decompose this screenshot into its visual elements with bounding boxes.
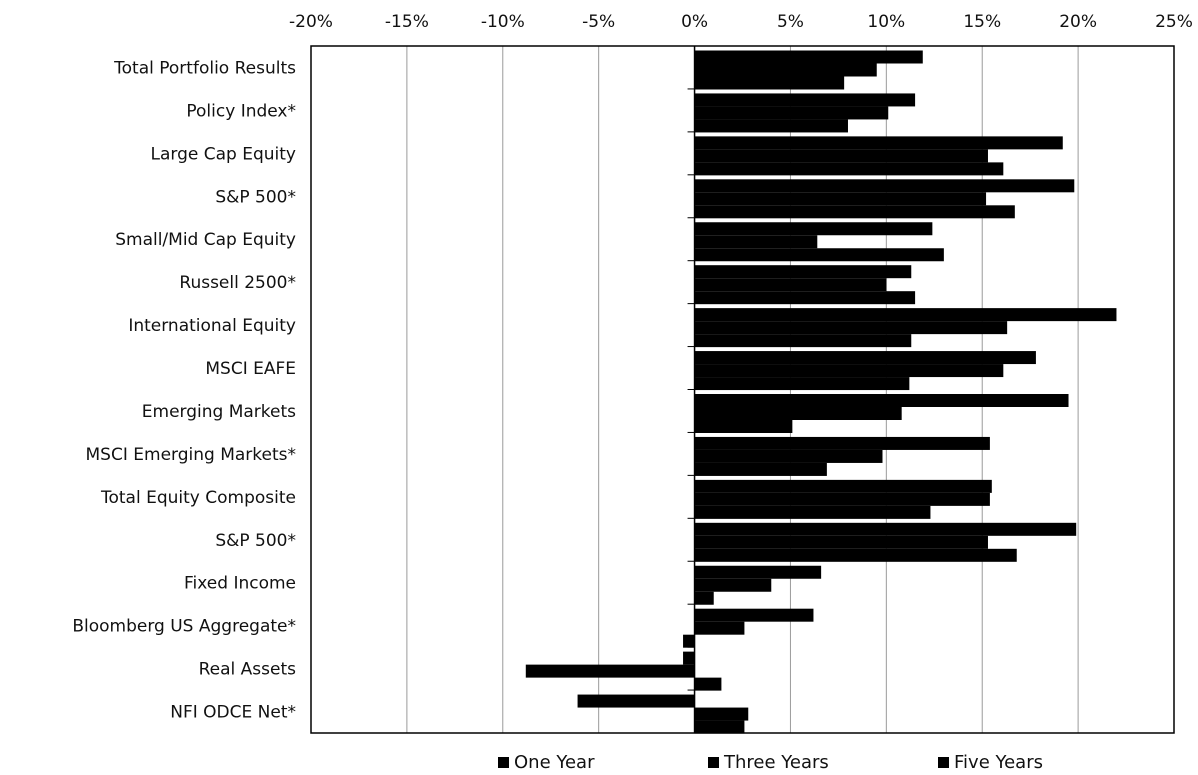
- category-label: Russell 2500*: [179, 273, 296, 293]
- legend: One Year Three Years Five Years: [498, 752, 1043, 773]
- legend-swatch: [708, 757, 719, 768]
- bar-three-years: [694, 364, 1004, 378]
- bar-one-year: [694, 565, 822, 579]
- legend-label: Five Years: [954, 752, 1043, 773]
- bar-one-year: [694, 351, 1036, 365]
- bar-one-year: [683, 651, 695, 665]
- x-tick-label: 25%: [1155, 12, 1193, 32]
- bar-one-year: [694, 479, 992, 493]
- bar-five-years: [694, 377, 910, 391]
- category-label: Fixed Income: [184, 574, 296, 594]
- category-label: Bloomberg US Aggregate*: [72, 617, 296, 637]
- plot-frame: [310, 45, 1175, 734]
- bar-five-years: [694, 505, 931, 519]
- bar-five-years: [694, 720, 745, 734]
- x-tick-label: -10%: [481, 12, 525, 32]
- bar-five-years: [694, 591, 714, 605]
- category-label: Emerging Markets: [142, 402, 296, 422]
- bar-one-year: [694, 522, 1077, 536]
- category-label: Real Assets: [199, 660, 297, 680]
- bar-three-years: [694, 149, 988, 163]
- legend-label: One Year: [514, 752, 595, 773]
- category-label: MSCI Emerging Markets*: [86, 445, 296, 465]
- x-axis-ticks: -20% -15% -10% -5% 0% 5% 10% 15% 20% 25%: [289, 12, 1193, 32]
- bar-five-years: [694, 248, 944, 262]
- bar-three-years: [694, 192, 987, 206]
- bar-one-year: [577, 694, 695, 708]
- bar-three-years: [694, 535, 988, 549]
- bar-one-year: [694, 308, 1117, 322]
- bar-five-years: [694, 462, 827, 476]
- bar-three-years: [694, 621, 745, 635]
- category-label: NFI ODCE Net*: [170, 703, 296, 723]
- bar-one-year: [694, 179, 1075, 193]
- x-tick-label: -5%: [582, 12, 615, 32]
- category-label: International Equity: [128, 316, 296, 336]
- bar-three-years: [694, 492, 990, 506]
- bar-three-years: [694, 707, 749, 721]
- bar-three-years: [694, 578, 772, 592]
- bar-one-year: [694, 394, 1069, 407]
- bar-five-years: [694, 420, 793, 433]
- x-tick-label: 15%: [963, 12, 1001, 32]
- bar-three-years: [525, 664, 695, 678]
- bar-three-years: [694, 407, 902, 420]
- legend-label: Three Years: [723, 752, 829, 773]
- bar-one-year: [694, 93, 916, 107]
- legend-swatch: [938, 757, 949, 768]
- bar-three-years: [694, 449, 883, 463]
- bar-three-years: [694, 63, 877, 77]
- category-label: Total Portfolio Results: [113, 58, 296, 78]
- category-label: Large Cap Equity: [151, 144, 296, 164]
- x-tick-label: -20%: [289, 12, 333, 32]
- x-tick-label: 5%: [777, 12, 804, 32]
- bar-one-year: [694, 436, 990, 450]
- bar-one-year: [694, 608, 814, 622]
- bar-one-year: [694, 265, 912, 279]
- x-tick-label: 10%: [867, 12, 905, 32]
- bar-three-years: [694, 321, 1008, 335]
- category-labels: Total Portfolio Results Policy Index* Larg…: [72, 58, 695, 734]
- bar-five-years: [694, 162, 1004, 176]
- bar-five-years: [694, 291, 916, 305]
- bar-five-years: [683, 634, 695, 648]
- bar-one-year: [694, 136, 1063, 150]
- bar-five-years: [694, 76, 845, 90]
- x-tick-label: 0%: [681, 12, 708, 32]
- category-label: S&P 500*: [215, 187, 296, 207]
- category-label: Small/Mid Cap Equity: [115, 230, 296, 250]
- bars: [525, 50, 1117, 734]
- category-label: Total Equity Composite: [100, 488, 296, 508]
- bar-five-years: [694, 205, 1015, 219]
- legend-swatch: [498, 757, 509, 768]
- x-tick-label: -15%: [385, 12, 429, 32]
- bar-five-years: [694, 677, 722, 691]
- bar-five-years: [694, 334, 912, 348]
- category-label: MSCI EAFE: [205, 359, 296, 379]
- category-label: S&P 500*: [215, 531, 296, 551]
- bar-three-years: [694, 235, 818, 249]
- bar-one-year: [694, 50, 923, 64]
- bar-one-year: [694, 222, 933, 236]
- bar-five-years: [694, 119, 848, 133]
- bar-five-years: [694, 548, 1017, 562]
- category-label: Policy Index*: [186, 101, 296, 121]
- bar-three-years: [694, 106, 889, 120]
- x-tick-label: 20%: [1059, 12, 1097, 32]
- bar-three-years: [694, 278, 887, 292]
